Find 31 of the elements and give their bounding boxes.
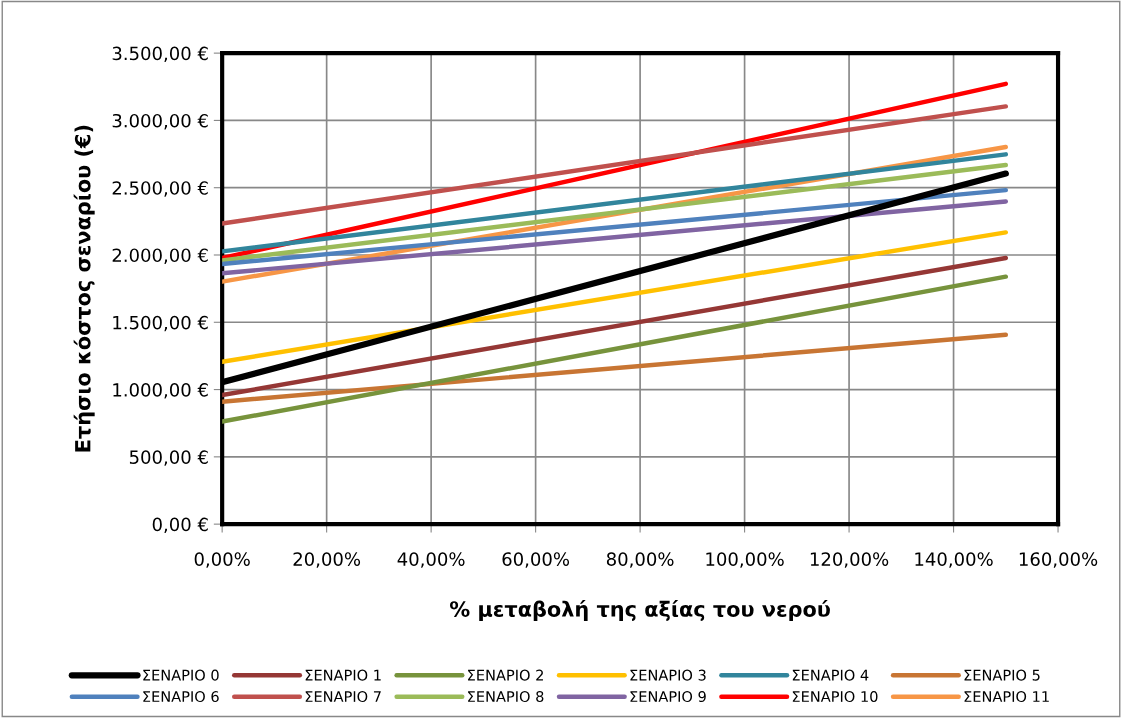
x-tick-label: 60,00%	[502, 552, 570, 568]
y-tick-label: 3.500,00 €	[112, 46, 208, 63]
x-tick-label: 160,00%	[1019, 552, 1098, 568]
y-axis-title: Ετήσιο κόστος σεναρίου (€)	[73, 125, 95, 452]
legend-label: ΣΕΝΑΡΙΟ 0	[143, 669, 219, 681]
legend-label: ΣΕΝΑΡΙΟ 11	[964, 691, 1049, 703]
legend-label: ΣΕΝΑΡΙΟ 5	[964, 669, 1040, 681]
y-tick-label: 1.500,00 €	[113, 315, 208, 332]
y-tick-label: 0,00 €	[152, 517, 208, 534]
legend-label: ΣΕΝΑΡΙΟ 8	[468, 691, 544, 703]
legend-label: ΣΕΝΑΡΙΟ 3	[630, 669, 706, 681]
y-tick-label: 500,00 €	[129, 450, 208, 466]
legend-label: ΣΕΝΑΡΙΟ 4	[792, 669, 869, 681]
legend-label: ΣΕΝΑΡΙΟ 1	[305, 669, 381, 681]
y-tick-label: 2.000,00 €	[112, 248, 208, 264]
legend-label: ΣΕΝΑΡΙΟ 10	[792, 691, 878, 703]
legend-label: ΣΕΝΑΡΙΟ 2	[468, 669, 543, 681]
legend-label: ΣΕΝΑΡΙΟ 9	[630, 691, 706, 703]
x-tick-label: 0,00%	[194, 552, 250, 568]
x-tick-label: 20,00%	[293, 552, 361, 568]
x-tick-label: 40,00%	[397, 552, 465, 568]
legend-label: ΣΕΝΑΡΙΟ 6	[143, 691, 219, 703]
x-tick-label: 120,00%	[810, 552, 889, 568]
y-tick-label: 2.500,00 €	[112, 181, 208, 197]
legend-label: ΣΕΝΑΡΙΟ 7	[305, 691, 381, 703]
y-tick-label: 3.000,00 €	[112, 113, 208, 130]
x-axis-title: % μεταβολή της αξίας του νερού	[450, 599, 830, 621]
x-tick-label: 100,00%	[706, 552, 784, 568]
x-tick-label: 80,00%	[606, 552, 674, 568]
y-tick-label: 1.000,00 €	[113, 383, 208, 399]
x-tick-label: 140,00%	[915, 552, 993, 568]
